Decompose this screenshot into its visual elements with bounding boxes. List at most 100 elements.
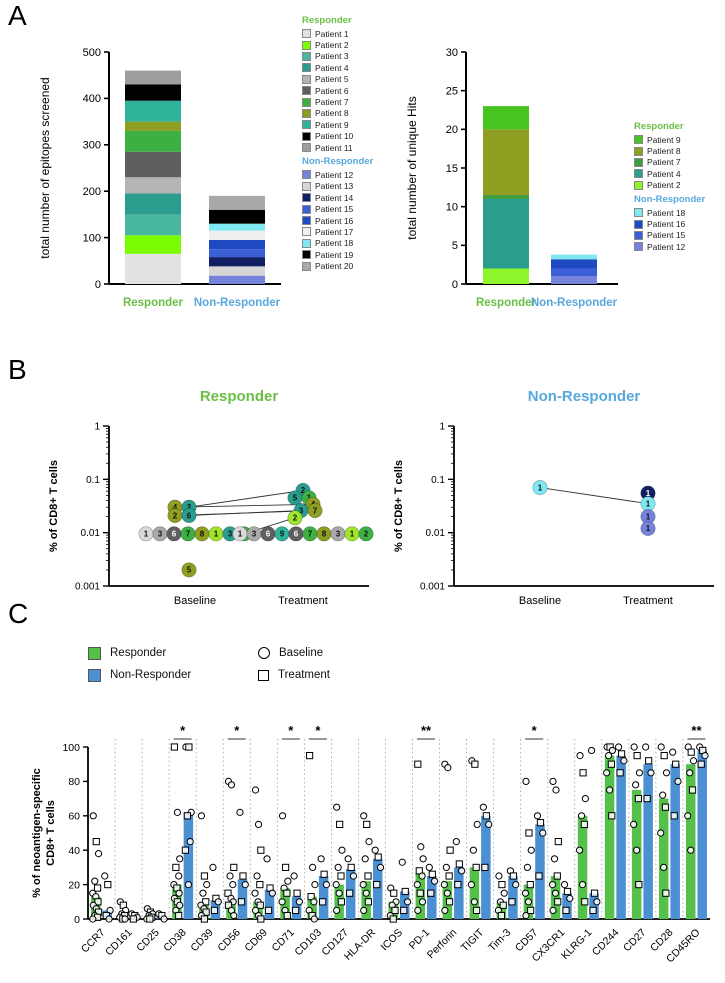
legend-swatch — [302, 40, 311, 50]
legend-swatch — [302, 216, 311, 226]
baseline-point — [176, 855, 184, 863]
legend-item: Patient 4 — [634, 168, 722, 179]
category-label: Non-Responder — [194, 297, 281, 309]
significance-star: ** — [421, 723, 432, 738]
bar-segment-patient-14 — [209, 257, 265, 267]
y-axis-label: % of CD8+ T cells — [393, 460, 405, 552]
data-point-label: 5 — [187, 566, 192, 575]
legend-header-responder: Responder — [634, 121, 684, 132]
baseline-point — [263, 855, 271, 863]
treatment-point — [414, 760, 422, 768]
y-tick-label: 400 — [83, 93, 101, 105]
treatment-point — [363, 820, 371, 829]
treatment-point — [472, 863, 480, 872]
treatment-point — [224, 889, 232, 897]
treatment-point — [224, 901, 233, 909]
baseline-point — [268, 889, 276, 897]
treatment-point — [579, 769, 587, 777]
panel-c-shape-legend: Baseline Treatment — [258, 642, 330, 686]
baseline-point — [376, 863, 385, 871]
y-axis-label-line2: CD8+ T cells — [45, 800, 57, 866]
significance-star: * — [180, 723, 186, 738]
treatment-point — [498, 881, 506, 889]
y-tick-label: 25 — [446, 85, 458, 97]
baseline-point — [175, 889, 183, 897]
responder-bar-cd45ro — [685, 764, 696, 919]
responder-bar-klrg-1 — [577, 815, 588, 919]
legend-label: Patient 7 — [647, 157, 681, 168]
treatment-point — [455, 860, 463, 868]
baseline-point — [473, 820, 481, 829]
legend-label: Patient 1 — [315, 28, 349, 39]
legend-item: Patient 3 — [302, 51, 394, 62]
treatment-point — [200, 872, 209, 880]
legend-label: Patient 8 — [315, 108, 349, 119]
legend-swatch — [302, 170, 311, 180]
baseline-point — [674, 777, 682, 786]
legend-item: Patient 7 — [302, 96, 394, 107]
legend-item: Patient 18 — [302, 238, 394, 249]
y-tick-label: 1 — [439, 422, 445, 433]
bar-segment-patient-8 — [125, 121, 181, 131]
treatment-point — [445, 872, 453, 880]
legend-swatch — [302, 143, 311, 153]
legend-item-baseline: Baseline — [258, 642, 330, 664]
bar-segment-patient-19 — [209, 209, 265, 224]
baseline-point — [575, 846, 584, 854]
baseline-point — [251, 906, 260, 914]
baseline-point — [418, 898, 427, 906]
baseline-point — [203, 881, 211, 889]
legend-label: Patient 2 — [647, 180, 681, 191]
baseline-point — [230, 911, 238, 920]
baseline-point — [311, 881, 319, 889]
baseline-point — [512, 881, 520, 889]
treatment-point — [181, 846, 190, 854]
treatment-point — [554, 898, 562, 906]
treatment-point — [697, 760, 705, 768]
baseline-point — [254, 820, 263, 829]
nonresponder-bar-icos — [400, 891, 410, 919]
baseline-point — [398, 858, 406, 866]
treatment-point — [536, 819, 545, 827]
treatment-point — [634, 795, 643, 803]
marker-label: Perforin — [425, 927, 460, 962]
bar-segment-patient-18 — [209, 223, 265, 231]
legend-label: Patient 12 — [647, 241, 686, 252]
treatment-point — [427, 889, 435, 897]
y-axis-label: total number of unique Hits — [405, 96, 419, 239]
baseline-point — [251, 786, 260, 794]
treatment-legend-label: Treatment — [278, 669, 330, 681]
baseline-point — [344, 855, 352, 863]
treatment-point — [688, 786, 697, 794]
legend-swatch — [302, 204, 311, 214]
bar-segment-patient-15 — [551, 268, 597, 277]
data-point-label: 8 — [322, 530, 327, 539]
baseline-point — [523, 863, 532, 871]
baseline-point — [701, 752, 709, 760]
baseline-point — [548, 881, 557, 889]
treatment-point — [257, 915, 265, 923]
legend-label: Patient 3 — [315, 51, 349, 62]
connector-line — [188, 489, 304, 508]
nonresponder-bar-cd57 — [535, 824, 545, 919]
legend-header-nonresponder: Non-Responder — [634, 193, 706, 205]
epitopes-patient-legend: Responder Patient 1 Patient 2 Patient 3 Pati… — [302, 12, 394, 272]
category-label: Non-Responder — [531, 297, 618, 309]
treatment-point — [670, 812, 678, 820]
bar-segment-patient-16 — [551, 259, 597, 269]
treatment-point — [497, 911, 506, 920]
legend-label: Patient 5 — [315, 74, 349, 85]
y-tick-label: 0 — [95, 279, 101, 291]
baseline-point — [485, 820, 493, 829]
data-point-label: 3 — [336, 530, 341, 539]
treatment-point — [482, 812, 490, 820]
baseline-point — [335, 889, 343, 897]
treatment-point — [257, 846, 265, 854]
baseline-point — [684, 812, 692, 820]
treatment-point — [562, 906, 570, 915]
data-point-label: 5 — [293, 494, 298, 503]
baseline-point — [160, 915, 168, 923]
treatment-point — [454, 881, 462, 889]
baseline-point — [310, 898, 318, 906]
